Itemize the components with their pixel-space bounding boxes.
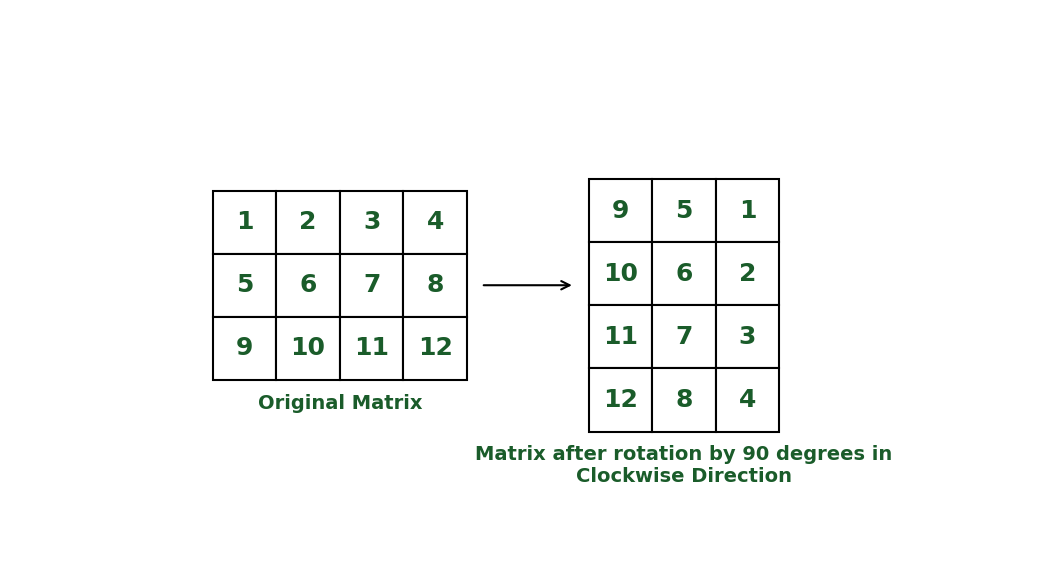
Text: 8: 8 (675, 388, 693, 412)
Bar (653, 179, 716, 242)
Text: 5: 5 (675, 199, 693, 223)
Text: 4: 4 (427, 210, 444, 234)
Text: 10: 10 (290, 337, 326, 360)
Text: 1: 1 (739, 199, 757, 223)
Bar (589, 369, 653, 431)
Bar (716, 179, 779, 242)
Bar (716, 369, 779, 431)
Bar (589, 242, 653, 305)
Text: 8: 8 (427, 273, 444, 297)
Bar (339, 317, 404, 380)
Text: 10: 10 (603, 261, 638, 286)
Bar (716, 242, 779, 305)
Text: 1: 1 (235, 210, 253, 234)
Text: 11: 11 (603, 325, 638, 349)
Bar (404, 191, 467, 254)
Bar (276, 317, 339, 380)
Bar (716, 305, 779, 369)
Text: 2: 2 (300, 210, 316, 234)
Text: 6: 6 (300, 273, 316, 297)
Bar (653, 369, 716, 431)
Text: 11: 11 (354, 337, 389, 360)
Bar (339, 191, 404, 254)
Bar (212, 191, 276, 254)
Text: 3: 3 (739, 325, 756, 349)
Bar (589, 179, 653, 242)
Bar (653, 305, 716, 369)
Bar (339, 254, 404, 317)
Text: 9: 9 (612, 199, 630, 223)
Bar (212, 317, 276, 380)
Text: 12: 12 (603, 388, 638, 412)
Text: 7: 7 (675, 325, 693, 349)
Bar (589, 305, 653, 369)
Text: 7: 7 (363, 273, 380, 297)
Text: 5: 5 (235, 273, 253, 297)
Text: 2: 2 (739, 261, 756, 286)
Bar (212, 254, 276, 317)
Bar (276, 254, 339, 317)
Text: 12: 12 (417, 337, 453, 360)
Bar (276, 191, 339, 254)
Bar (653, 242, 716, 305)
Text: 6: 6 (675, 261, 693, 286)
Text: Matrix after rotation by 90 degrees in
Clockwise Direction: Matrix after rotation by 90 degrees in C… (475, 445, 892, 486)
Bar (404, 317, 467, 380)
Text: Original Matrix: Original Matrix (257, 394, 423, 413)
Text: 4: 4 (739, 388, 756, 412)
Text: 9: 9 (235, 337, 253, 360)
Text: 3: 3 (363, 210, 380, 234)
Bar (404, 254, 467, 317)
